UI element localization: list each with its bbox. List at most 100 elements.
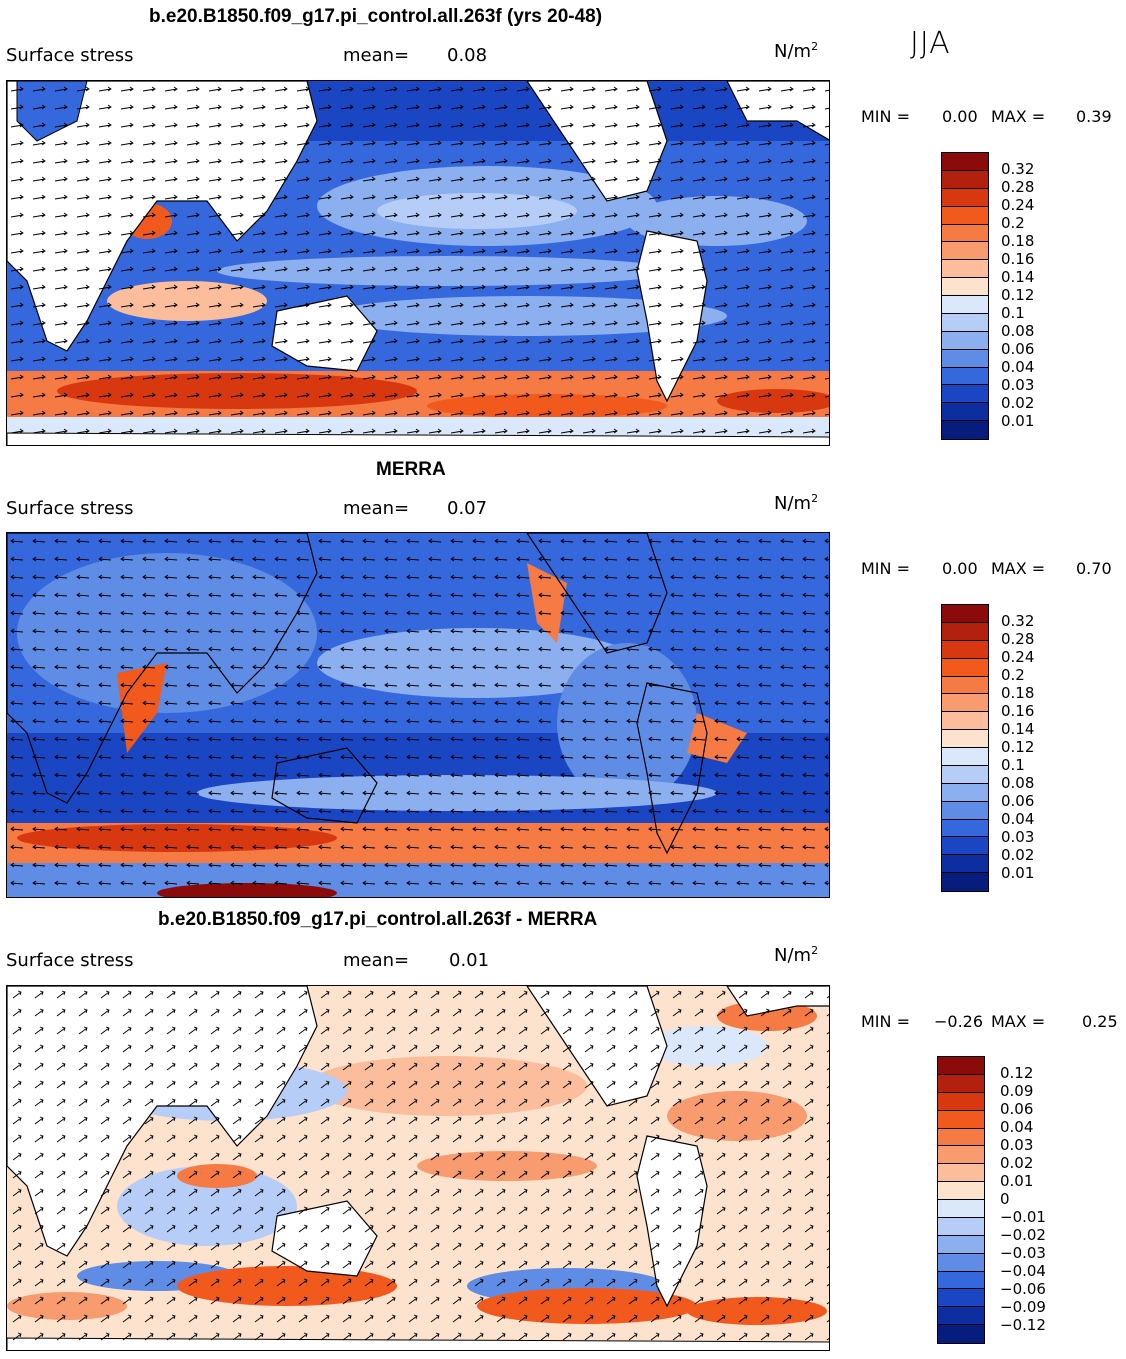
colorbar-tick-label: 0.2: [1001, 214, 1025, 232]
colorbar-swatch: [938, 1253, 984, 1272]
unit-label: N/m2: [774, 944, 819, 966]
colorbar-swatch: [942, 622, 988, 641]
colorbar-swatch: [938, 1057, 984, 1075]
variable-label: Surface stress: [6, 498, 134, 519]
colorbar: [941, 152, 989, 440]
colorbar-swatch: [938, 1128, 984, 1147]
colorbar-swatch: [938, 1200, 984, 1218]
variable-label: Surface stress: [6, 950, 134, 971]
colorbar-tick-label: 0.02: [1001, 846, 1035, 864]
colorbar-tick-label: 0.04: [1000, 1118, 1034, 1136]
colorbar-swatch: [942, 188, 988, 207]
max-value: 0.70: [1076, 559, 1112, 578]
colorbar-tick-label: −0.09: [1000, 1298, 1046, 1316]
colorbar-swatch: [942, 153, 988, 171]
colorbar-swatch: [942, 242, 988, 261]
colorbar-tick-label: 0.14: [1001, 268, 1035, 286]
colorbar-swatch: [942, 421, 988, 439]
colorbar-tick-label: 0.08: [1001, 322, 1035, 340]
panel-title: MERRA: [376, 459, 446, 480]
mean-label: mean=: [343, 498, 410, 519]
colorbar-tick-label: 0.06: [1001, 340, 1035, 358]
min-value: 0.00: [942, 107, 978, 126]
colorbar-swatch: [942, 748, 988, 766]
colorbar-swatch: [942, 855, 988, 874]
colorbar-swatch: [942, 313, 988, 332]
colorbar-tick-label: 0.32: [1001, 160, 1035, 178]
colorbar-swatch: [942, 331, 988, 350]
mean-label: mean=: [343, 45, 410, 66]
colorbar-tick-label: −0.04: [1000, 1262, 1046, 1280]
colorbar-tick-label: 0: [1000, 1190, 1010, 1208]
colorbar-swatch: [938, 1325, 984, 1343]
colorbar-tick-label: −0.06: [1000, 1280, 1046, 1298]
season-label: JJA: [910, 26, 951, 61]
colorbar-swatch: [942, 640, 988, 659]
colorbar-tick-label: 0.14: [1001, 720, 1035, 738]
colorbar-tick-label: 0.06: [1001, 792, 1035, 810]
max-value: 0.25: [1082, 1012, 1118, 1031]
colorbar-tick-label: 0.32: [1001, 612, 1035, 630]
colorbar-tick-label: 0.04: [1001, 358, 1035, 376]
colorbar-swatch: [938, 1217, 984, 1236]
mean-label: mean=: [343, 950, 410, 971]
colorbar-tick-label: 0.08: [1001, 774, 1035, 792]
colorbar-tick-label: −0.02: [1000, 1226, 1046, 1244]
colorbar-swatch: [938, 1146, 984, 1165]
colorbar-swatch: [938, 1307, 984, 1326]
mean-value: 0.01: [449, 950, 490, 971]
colorbar-swatch: [942, 224, 988, 243]
max-label: MAX =: [991, 1012, 1046, 1031]
colorbar-tick-label: 0.28: [1001, 178, 1035, 196]
surface-stress-map: [6, 80, 830, 446]
colorbar: [941, 604, 989, 892]
colorbar-swatch: [942, 278, 988, 296]
surface-stress-difference-map: [6, 985, 830, 1351]
colorbar-swatch: [942, 206, 988, 225]
colorbar-tick-label: 0.16: [1001, 702, 1035, 720]
min-value: −0.26: [934, 1012, 984, 1031]
colorbar-tick-label: 0.2: [1001, 666, 1025, 684]
max-label: MAX =: [991, 107, 1046, 126]
colorbar-swatch: [938, 1164, 984, 1183]
colorbar-tick-label: 0.04: [1001, 810, 1035, 828]
min-label: MIN =: [861, 559, 910, 578]
colorbar-tick-label: 0.01: [1001, 864, 1035, 882]
colorbar-swatch: [942, 873, 988, 891]
colorbar-swatch: [942, 385, 988, 404]
colorbar-swatch: [942, 765, 988, 784]
mean-value: 0.08: [447, 45, 488, 66]
colorbar-tick-label: −0.03: [1000, 1244, 1046, 1262]
colorbar-swatch: [942, 658, 988, 677]
panel-title: b.e20.B1850.f09_g17.pi_control.all.263f …: [149, 6, 603, 27]
colorbar-tick-label: 0.16: [1001, 250, 1035, 268]
colorbar-swatch: [942, 170, 988, 189]
min-value: 0.00: [942, 559, 978, 578]
colorbar-swatch: [942, 605, 988, 623]
colorbar-swatch: [942, 367, 988, 386]
colorbar-swatch: [938, 1182, 984, 1200]
colorbar-tick-label: −0.01: [1000, 1208, 1046, 1226]
colorbar-tick-label: 0.02: [1001, 394, 1035, 412]
surface-stress-map: [6, 532, 830, 898]
unit-label: N/m2: [774, 40, 819, 62]
colorbar-swatch: [942, 837, 988, 856]
colorbar-swatch: [942, 260, 988, 279]
colorbar: [937, 1056, 985, 1344]
panel-title: b.e20.B1850.f09_g17.pi_control.all.263f …: [158, 909, 598, 930]
colorbar-tick-label: 0.1: [1001, 304, 1025, 322]
colorbar-swatch: [942, 783, 988, 802]
colorbar-swatch: [938, 1289, 984, 1308]
colorbar-tick-label: 0.24: [1001, 648, 1035, 666]
colorbar-tick-label: 0.03: [1001, 828, 1035, 846]
colorbar-tick-label: −0.12: [1000, 1316, 1046, 1334]
max-value: 0.39: [1076, 107, 1112, 126]
colorbar-swatch: [938, 1074, 984, 1093]
colorbar-tick-label: 0.12: [1001, 738, 1035, 756]
colorbar-tick-label: 0.24: [1001, 196, 1035, 214]
colorbar-tick-label: 0.06: [1000, 1100, 1034, 1118]
colorbar-tick-label: 0.12: [1000, 1064, 1034, 1082]
unit-label: N/m2: [774, 492, 819, 514]
colorbar-tick-label: 0.18: [1001, 684, 1035, 702]
colorbar-tick-label: 0.01: [1001, 412, 1035, 430]
